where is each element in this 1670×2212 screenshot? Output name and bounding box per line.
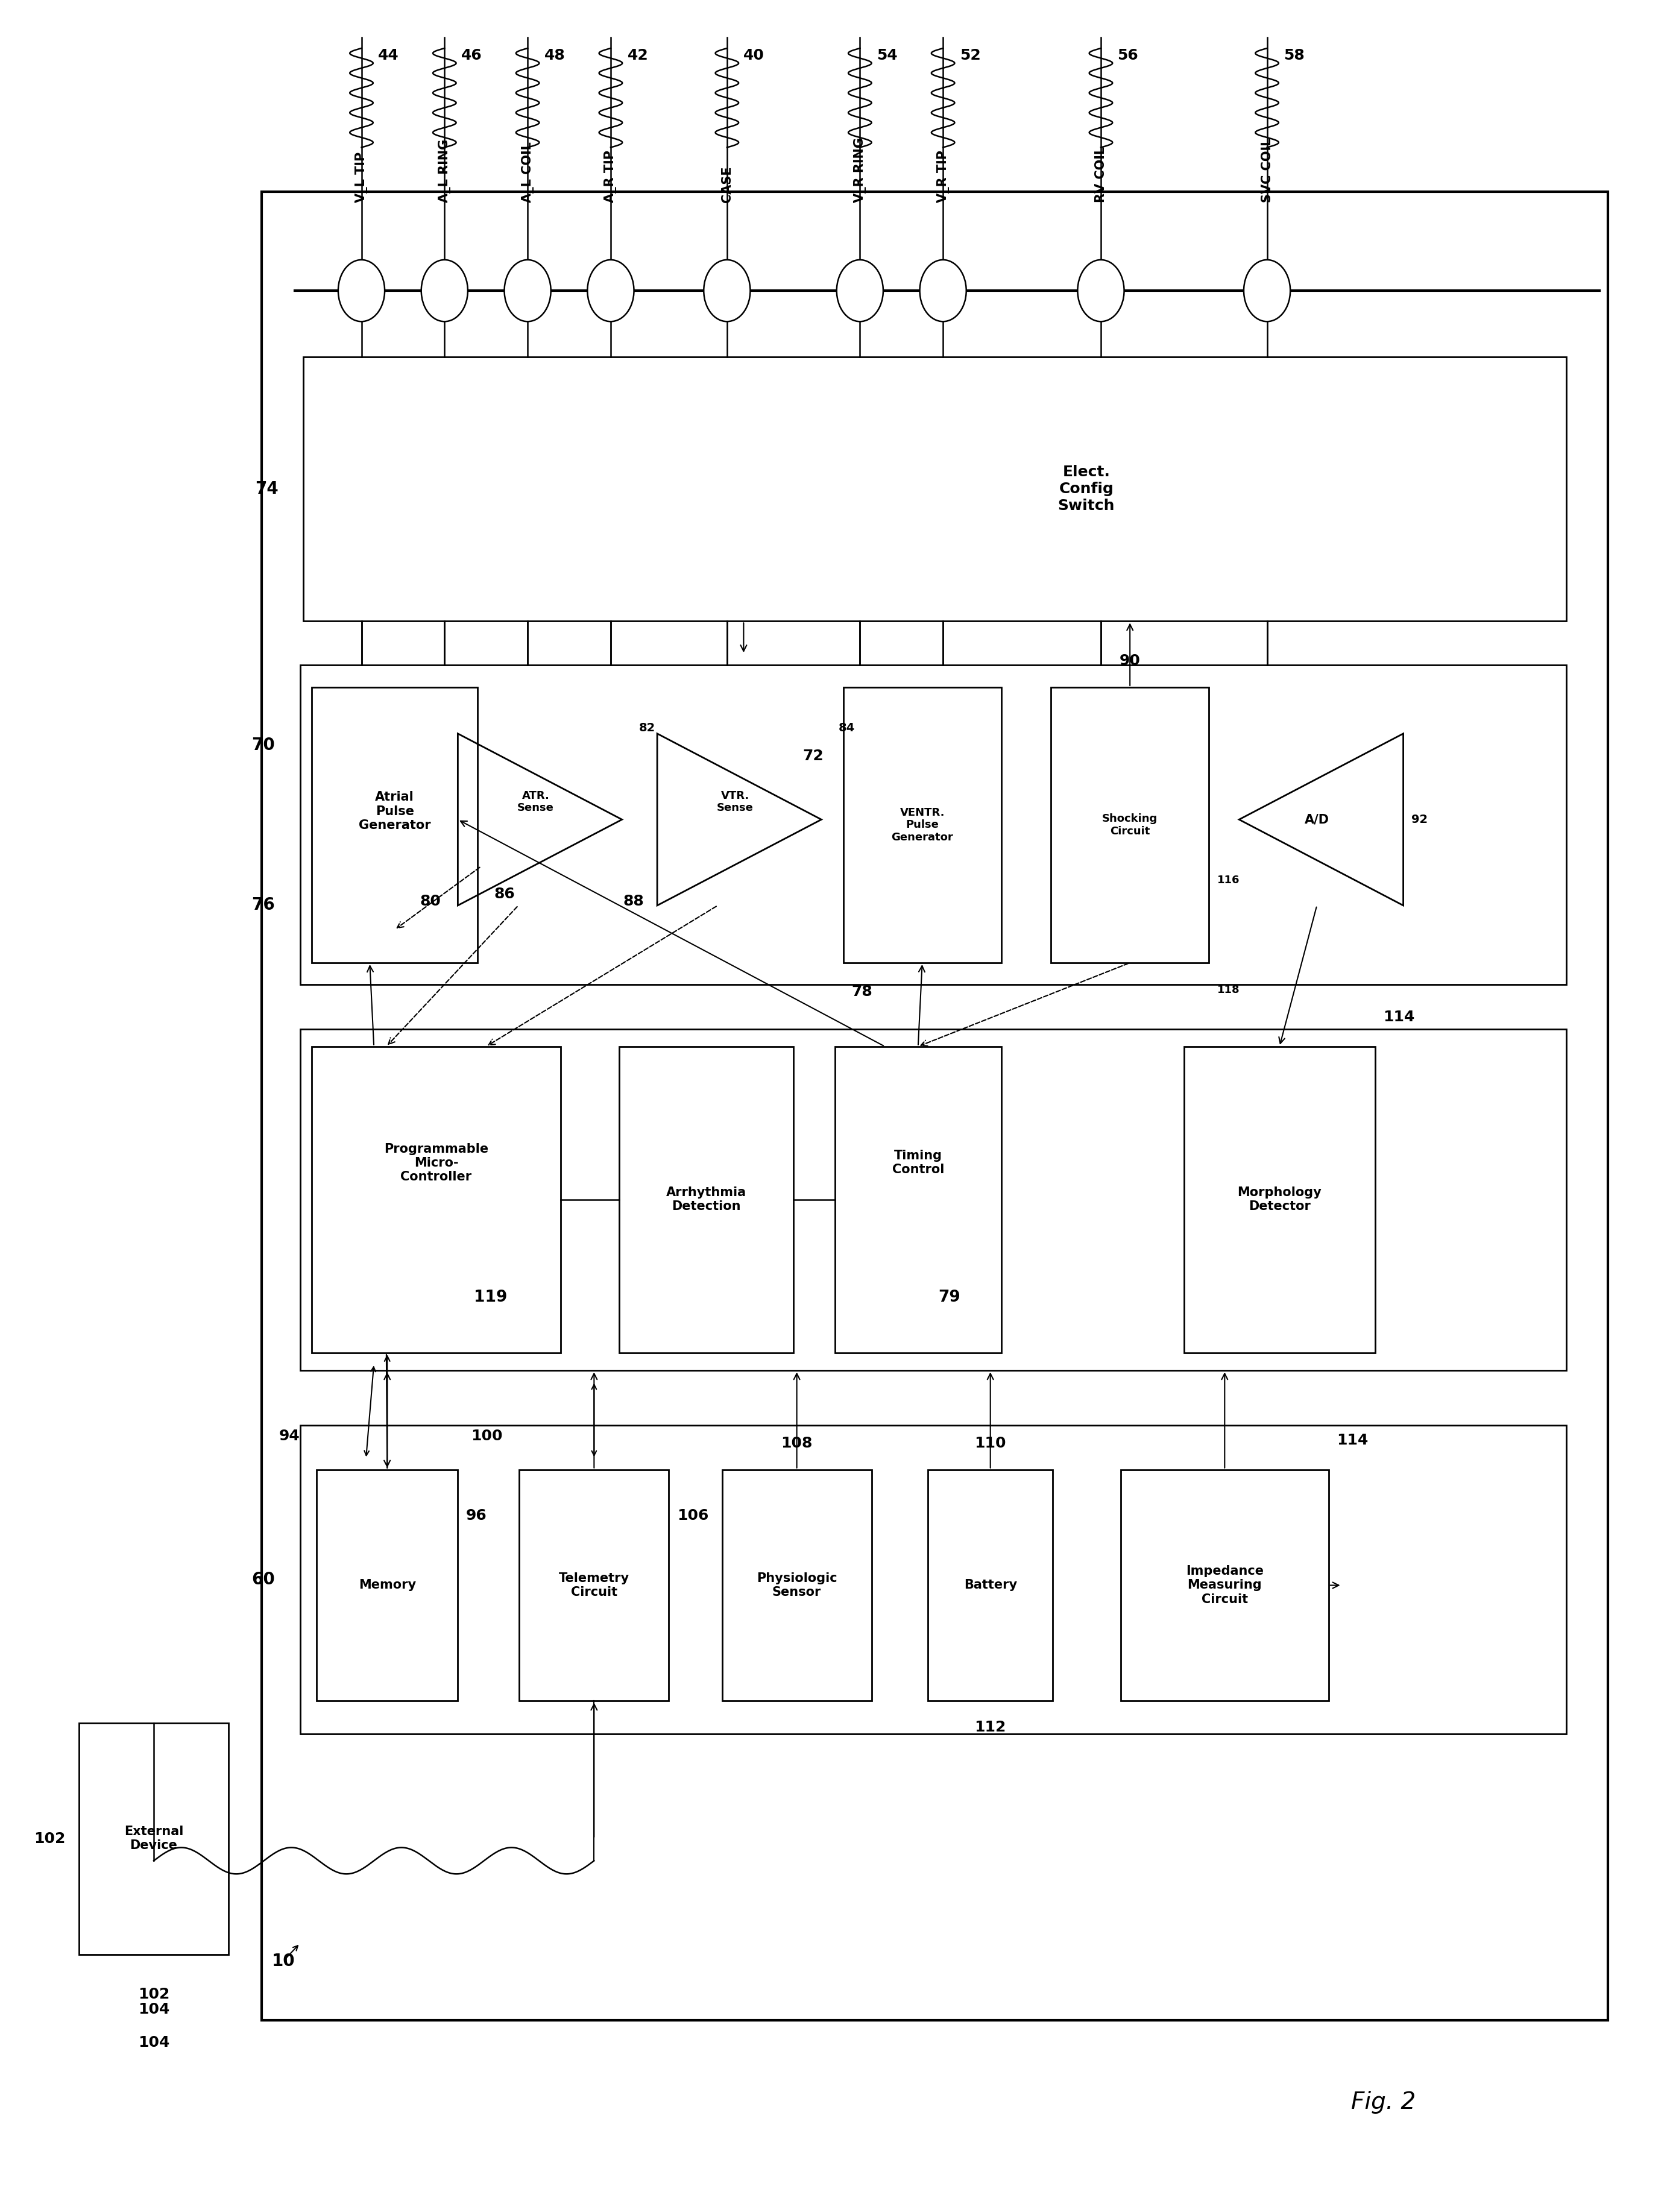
Circle shape: [703, 259, 750, 321]
Text: Telemetry
Circuit: Telemetry Circuit: [559, 1573, 630, 1599]
Text: 54: 54: [877, 49, 897, 62]
Circle shape: [588, 259, 635, 321]
Text: External
Device: External Device: [124, 1825, 184, 1851]
Text: 102: 102: [139, 1986, 170, 2002]
Circle shape: [337, 259, 384, 321]
Text: SVC COIL: SVC COIL: [1261, 137, 1273, 204]
Text: Shocking
Circuit: Shocking Circuit: [1102, 814, 1157, 836]
Text: 60: 60: [252, 1571, 276, 1588]
Text: 104: 104: [139, 2035, 170, 2051]
Text: Physiologic
Sensor: Physiologic Sensor: [757, 1573, 837, 1599]
Text: 88: 88: [623, 894, 645, 909]
Circle shape: [920, 259, 967, 321]
Text: A_L RING: A_L RING: [438, 139, 451, 204]
Text: RV COIL: RV COIL: [1096, 146, 1107, 204]
Text: 84: 84: [838, 721, 855, 734]
Bar: [301, 666, 1566, 984]
Text: 114: 114: [1383, 1011, 1414, 1024]
Text: Memory: Memory: [359, 1579, 416, 1590]
Text: V_L TIP: V_L TIP: [356, 153, 367, 204]
Text: 74: 74: [256, 480, 279, 498]
Bar: [620, 1046, 793, 1354]
Text: Programmable
Micro-
Controller: Programmable Micro- Controller: [384, 1144, 488, 1183]
Bar: [835, 1046, 1000, 1354]
Text: 52: 52: [960, 49, 980, 62]
Bar: [317, 1469, 458, 1701]
Text: 79: 79: [939, 1290, 960, 1305]
Text: 56: 56: [1117, 49, 1139, 62]
Bar: [262, 192, 1608, 2020]
Bar: [312, 688, 478, 962]
Text: VTR.
Sense: VTR. Sense: [716, 790, 753, 814]
Text: 114: 114: [1336, 1433, 1368, 1447]
Text: A_R TIP: A_R TIP: [605, 150, 616, 204]
Text: Timing
Control: Timing Control: [892, 1150, 944, 1177]
Text: 92: 92: [1411, 814, 1428, 825]
Text: 100: 100: [471, 1429, 503, 1442]
Text: 96: 96: [466, 1509, 488, 1524]
Text: A/D: A/D: [1304, 814, 1329, 825]
Bar: [1121, 1469, 1329, 1701]
Bar: [301, 1425, 1566, 1734]
Text: 42: 42: [628, 49, 648, 62]
Text: 40: 40: [743, 49, 765, 62]
Text: 46: 46: [461, 49, 483, 62]
Text: 78: 78: [852, 984, 872, 1000]
Text: 80: 80: [421, 894, 441, 909]
Text: Fig. 2: Fig. 2: [1351, 2090, 1416, 2112]
Text: 118: 118: [1217, 984, 1239, 995]
Circle shape: [1244, 259, 1291, 321]
Text: 108: 108: [782, 1436, 813, 1451]
Text: 112: 112: [975, 1721, 1005, 1734]
Text: 58: 58: [1284, 49, 1304, 62]
Circle shape: [1077, 259, 1124, 321]
Text: 116: 116: [1217, 874, 1239, 885]
Text: Arrhythmia
Detection: Arrhythmia Detection: [666, 1186, 746, 1212]
Text: Battery: Battery: [964, 1579, 1017, 1590]
Text: Impedance
Measuring
Circuit: Impedance Measuring Circuit: [1186, 1566, 1264, 1606]
Text: 10: 10: [272, 1953, 296, 1969]
Circle shape: [421, 259, 468, 321]
Text: 82: 82: [640, 721, 655, 734]
Text: Elect.
Config
Switch: Elect. Config Switch: [1057, 465, 1114, 513]
Text: VENTR.
Pulse
Generator: VENTR. Pulse Generator: [892, 807, 954, 843]
Text: 72: 72: [802, 750, 823, 763]
Bar: [843, 688, 1000, 962]
Circle shape: [504, 259, 551, 321]
Bar: [721, 1469, 872, 1701]
Text: 76: 76: [252, 896, 276, 914]
Text: 104: 104: [139, 2002, 170, 2017]
Text: 102: 102: [33, 1832, 65, 1847]
Text: Morphology
Detector: Morphology Detector: [1237, 1186, 1321, 1212]
Bar: [929, 1469, 1052, 1701]
Bar: [312, 1046, 561, 1354]
Text: 86: 86: [494, 887, 516, 900]
Bar: [78, 1723, 229, 1955]
Bar: [304, 356, 1566, 622]
Circle shape: [837, 259, 883, 321]
Text: V_R RING: V_R RING: [853, 137, 867, 204]
Text: 110: 110: [975, 1436, 1007, 1451]
Text: ATR.
Sense: ATR. Sense: [518, 790, 554, 814]
Text: A_L COIL: A_L COIL: [521, 142, 534, 204]
Text: 90: 90: [1119, 653, 1141, 668]
Bar: [1184, 1046, 1374, 1354]
Text: 70: 70: [252, 737, 276, 754]
Text: 48: 48: [544, 49, 564, 62]
Text: 106: 106: [676, 1509, 708, 1524]
Bar: [301, 1029, 1566, 1371]
Text: 44: 44: [377, 49, 399, 62]
Text: CASE: CASE: [721, 166, 733, 204]
Text: Atrial
Pulse
Generator: Atrial Pulse Generator: [359, 792, 431, 832]
Bar: [1050, 688, 1209, 962]
Bar: [519, 1469, 670, 1701]
Text: 119: 119: [474, 1290, 508, 1305]
Text: 94: 94: [279, 1429, 301, 1442]
Text: V_R TIP: V_R TIP: [937, 150, 949, 204]
